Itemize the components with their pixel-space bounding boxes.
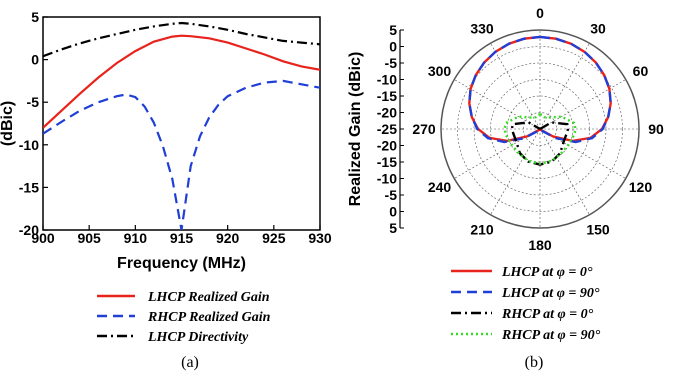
polar-series-1 (468, 35, 612, 144)
x-tick-label-a: 905 (77, 230, 101, 246)
radial-tick-label: -10 (377, 171, 397, 187)
legend-label-b-3: RHCP at φ = 90° (501, 328, 601, 343)
angle-tick-label: 240 (428, 179, 452, 195)
y-axis-label-a: (dBic) (0, 101, 16, 146)
x-tick-label-a: 925 (262, 230, 286, 246)
radial-tick-label: -20 (377, 138, 397, 154)
polar-grid-spoke (490, 43, 541, 130)
angle-tick-label: 90 (648, 121, 664, 137)
y-tick-label-a: -15 (19, 179, 39, 195)
radial-tick-label: -15 (377, 88, 397, 104)
radial-tick-label: -10 (377, 72, 397, 88)
polar-grid-spoke (539, 79, 626, 130)
x-axis-label-a: Frequency (MHz) (117, 255, 246, 272)
polar-grid-spoke (454, 79, 541, 130)
x-tick-label-a: 930 (308, 230, 332, 246)
plot-frame-a (42, 16, 321, 231)
y-tick-label-a: 0 (31, 52, 39, 68)
legend-label-b-0: LHCP at φ = 0° (501, 265, 593, 280)
radial-tick-label: -5 (385, 55, 398, 71)
angle-tick-label: 0 (536, 5, 544, 21)
panel-label-b: (b) (525, 354, 544, 371)
panel-label-a: (a) (181, 354, 199, 371)
polar-grid-ring (457, 46, 623, 212)
y-tick-label-a: -20 (19, 222, 39, 238)
radial-tick-label: 0 (389, 39, 397, 55)
legend-label-a-0: LHCP Realized Gain (147, 290, 270, 305)
y-tick-label-a: -5 (27, 94, 40, 110)
series-line-a-2 (43, 21, 320, 58)
legend-label-a-1: RHCP Realized Gain (147, 310, 271, 325)
polar-grid-spoke (539, 43, 590, 130)
y-tick-label-a: 5 (31, 9, 39, 25)
legend-label-b-2: RHCP at φ = 0° (501, 307, 594, 322)
angle-tick-label: 120 (629, 179, 653, 195)
y-axis-label-b: Realized Gain (dBic) (347, 52, 364, 207)
radial-tick-label: -15 (377, 154, 397, 170)
angle-tick-label: 30 (590, 21, 606, 37)
angle-tick-label: 330 (470, 21, 494, 37)
radial-tick-label: -5 (385, 187, 398, 203)
radial-tick-label: 5 (389, 220, 397, 236)
radial-tick-label: -25 (377, 121, 397, 137)
series-line-a-1 (43, 79, 320, 230)
polar-grid-spoke (539, 128, 590, 215)
x-tick-label-a: 915 (170, 230, 194, 246)
radial-tick-label: 0 (389, 204, 397, 220)
legend-label-b-1: LHCP at φ = 90° (501, 286, 600, 301)
polar-grid-ring (440, 29, 640, 229)
radial-tick-label: 5 (389, 22, 397, 38)
legend-label-a-2: LHCP Directivity (147, 330, 249, 345)
x-tick-label-a: 900 (31, 230, 55, 246)
y-tick-label-a: -10 (19, 137, 39, 153)
angle-tick-label: 60 (633, 63, 649, 79)
polar-series-3 (503, 113, 577, 165)
series-line-a-0 (43, 34, 320, 129)
angle-tick-label: 300 (428, 63, 452, 79)
x-tick-label-a: 920 (216, 230, 240, 246)
angle-tick-label: 270 (412, 121, 436, 137)
angle-tick-label: 150 (586, 221, 610, 237)
polar-grid-spoke (490, 128, 541, 215)
radial-tick-label: -20 (377, 105, 397, 121)
angle-tick-label: 210 (470, 221, 494, 237)
angle-tick-label: 180 (528, 237, 552, 253)
x-tick-label-a: 910 (124, 230, 148, 246)
